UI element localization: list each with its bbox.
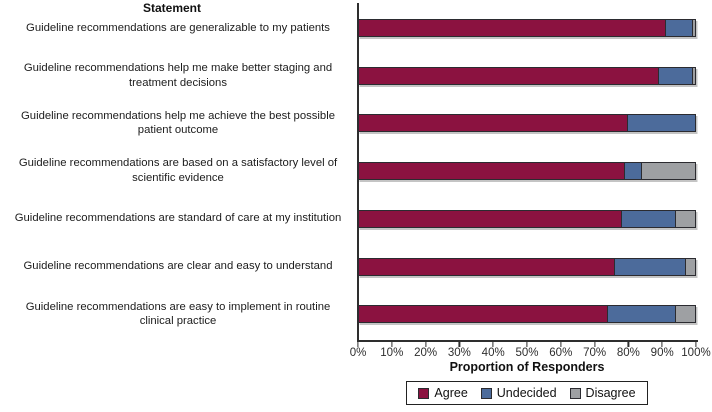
bar-segment-undecided xyxy=(608,305,676,324)
bar-row xyxy=(358,114,696,133)
x-tick xyxy=(661,341,663,347)
bar-segment-undecided xyxy=(658,66,693,85)
x-tick xyxy=(357,341,359,347)
legend-label: Disagree xyxy=(585,386,636,400)
x-tick-label: 30% xyxy=(447,347,471,359)
legend-label: Agree xyxy=(434,386,468,400)
x-tick xyxy=(695,341,697,347)
x-tick-label: 20% xyxy=(414,347,438,359)
bar-row xyxy=(358,209,696,228)
bar-row xyxy=(358,305,696,324)
legend: Agree Undecided Disagree xyxy=(406,381,648,405)
bar-segment-disagree xyxy=(641,162,696,181)
legend-swatch-disagree xyxy=(569,387,581,399)
bar-row xyxy=(358,162,696,181)
legend-label: Undecided xyxy=(496,386,557,400)
bar-row xyxy=(358,257,696,276)
legend-item-disagree: Disagree xyxy=(569,386,636,400)
bar-segment-agree xyxy=(358,162,626,181)
statement-label: Guideline recommendations are easy to im… xyxy=(25,300,331,328)
x-tick-label: 0% xyxy=(349,347,367,359)
y-axis-line xyxy=(357,3,359,341)
statement-label: Guideline recommendations are clear and … xyxy=(23,260,333,273)
bar-row xyxy=(358,66,696,85)
legend-swatch-undecided xyxy=(480,387,492,399)
bar-segment-undecided xyxy=(625,162,642,181)
bar-segment-undecided xyxy=(621,209,676,228)
statement-column: Statement Guideline recommendations are … xyxy=(0,0,356,340)
bar-segment-disagree xyxy=(675,209,696,228)
x-tick-label: 80% xyxy=(616,347,640,359)
x-axis-title: Proportion of Responders xyxy=(449,360,605,374)
statement-label: Guideline recommendations help me make b… xyxy=(23,62,333,89)
legend-item-agree: Agree xyxy=(418,386,468,400)
x-tick xyxy=(526,341,528,347)
bar-segment-undecided xyxy=(614,257,686,276)
bar-segment-undecided xyxy=(628,114,696,133)
bar-segment-disagree xyxy=(675,305,696,324)
x-tick xyxy=(425,341,427,347)
x-tick-label: 90% xyxy=(650,347,674,359)
x-tick-label: 50% xyxy=(515,347,539,359)
plot-area: 0% 10% 20% 30% 40% 50% 60% 70% 80% 90% 100% xyxy=(350,0,711,359)
statement-label: Guideline recommendations are generaliza… xyxy=(26,21,330,34)
x-tick xyxy=(391,341,393,347)
x-tick-label: 40% xyxy=(481,347,505,359)
x-tick-label: 100% xyxy=(681,347,711,359)
bar-segment-disagree xyxy=(692,19,696,37)
x-tick-label: 10% xyxy=(380,347,404,359)
bar-row xyxy=(358,19,696,37)
bar-segment-disagree xyxy=(692,66,696,85)
x-tick xyxy=(560,341,562,347)
statement-column-title: Statement xyxy=(142,1,201,15)
bar-segment-agree xyxy=(358,209,622,228)
x-tick xyxy=(594,341,596,347)
x-tick-label: 60% xyxy=(549,347,573,359)
legend-container: Agree Undecided Disagree xyxy=(358,381,696,405)
bar-segment-disagree xyxy=(685,257,696,276)
legend-swatch-agree xyxy=(418,387,430,399)
x-tick xyxy=(458,341,460,347)
x-tick xyxy=(492,341,494,347)
bar-segment-agree xyxy=(358,305,609,324)
x-tick xyxy=(627,341,629,347)
x-tick-label: 70% xyxy=(583,347,607,359)
bar-segment-agree xyxy=(358,66,659,85)
bar-segment-agree xyxy=(358,19,666,37)
bar-segment-undecided xyxy=(665,19,693,37)
statement-label: Guideline recommendations are standard o… xyxy=(14,212,342,225)
bar-segment-agree xyxy=(358,257,615,276)
bar-segment-agree xyxy=(358,114,629,133)
statement-label: Guideline recommendations help me achiev… xyxy=(21,109,335,137)
statement-label: Guideline recommendations are based on a… xyxy=(18,157,338,185)
x-axis-line xyxy=(356,340,698,342)
legend-item-undecided: Undecided xyxy=(480,386,557,400)
